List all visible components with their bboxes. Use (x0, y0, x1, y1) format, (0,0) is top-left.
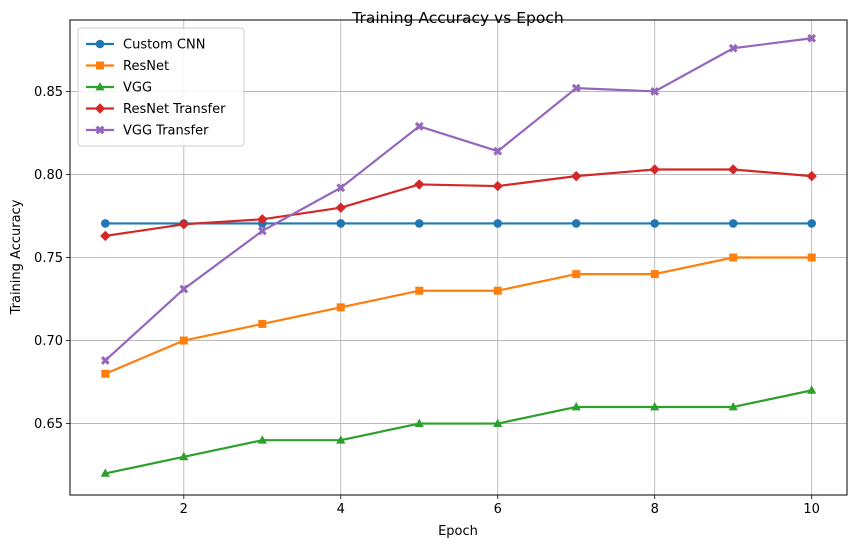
data-point-custom-cnn (336, 219, 346, 228)
data-point-vgg (650, 401, 660, 411)
data-point-vgg (807, 385, 817, 394)
data-point-resnet-transfer (257, 214, 268, 225)
data-point-custom-cnn (101, 219, 110, 228)
data-point-custom-cnn (571, 219, 581, 228)
data-point-vgg-transfer (257, 226, 267, 236)
data-point-custom-cnn (650, 219, 660, 228)
legend-label: VGG (123, 81, 152, 96)
data-point-vgg-transfer (650, 87, 660, 96)
data-point-resnet (258, 319, 267, 328)
data-point-resnet-transfer (727, 164, 739, 175)
y-tick-label: 0.70 (34, 334, 63, 349)
data-point-resnet-transfer (414, 179, 425, 190)
x-axis-label: Epoch (438, 524, 478, 539)
data-point-resnet-transfer (100, 230, 111, 242)
data-point-resnet (336, 303, 345, 312)
data-point-vgg-transfer (728, 43, 738, 53)
legend: Custom CNN ResNet VGG ResNet Transfer VGG Tr… (77, 27, 245, 147)
legend-marker (96, 61, 104, 70)
data-point-resnet (807, 253, 816, 262)
data-point-resnet (729, 253, 738, 262)
x-tick-label: 4 (337, 502, 345, 517)
data-point-vgg (100, 468, 110, 477)
legend-marker (94, 103, 106, 114)
data-point-resnet-transfer (806, 170, 817, 182)
data-point-custom-cnn (493, 219, 503, 228)
series-line-resnet (104, 256, 812, 375)
y-tick-label: 0.65 (34, 417, 63, 432)
data-point-resnet-transfer (492, 180, 503, 192)
data-point-custom-cnn (728, 219, 738, 228)
data-point-resnet (415, 286, 424, 295)
data-point-resnet-transfer (178, 219, 190, 230)
series-line-vgg (105, 389, 812, 475)
legend-label: ResNet Transfer (123, 102, 226, 117)
data-point-vgg-transfer (807, 33, 817, 43)
y-tick-label: 0.85 (34, 85, 63, 100)
data-point-vgg (414, 418, 424, 427)
data-point-vgg-transfer (336, 183, 346, 193)
legend-item-vgg-transfer: VGG Transfer (86, 124, 209, 139)
data-point-vgg-transfer (571, 83, 581, 93)
data-point-vgg (493, 418, 503, 427)
legend-label: ResNet (123, 59, 169, 74)
legend-item-vgg: VGG (86, 81, 152, 96)
data-point-vgg (336, 435, 346, 444)
y-axis-label: Training Accuracy (9, 199, 24, 315)
legend-item-resnet-transfer: ResNet Transfer (86, 102, 226, 117)
y-tick-label: 0.80 (34, 168, 63, 183)
x-tick-label: 6 (494, 502, 502, 517)
data-point-vgg-transfer (493, 146, 503, 156)
ticks: 2 4 6 8 10 0.65 0.70 0.75 0.80 0.85 (34, 85, 820, 517)
legend-marker (95, 125, 105, 135)
data-point-resnet (572, 270, 581, 279)
x-tick-label: 2 (180, 502, 188, 517)
series-vgg (100, 385, 817, 477)
data-point-resnet (493, 286, 502, 295)
legend-label: Custom CNN (123, 38, 205, 53)
data-point-resnet-transfer (335, 202, 346, 213)
data-point-vgg-transfer (179, 284, 189, 294)
y-tick-label: 0.75 (34, 251, 63, 266)
data-point-custom-cnn (807, 219, 816, 228)
data-point-resnet (650, 270, 659, 279)
series-vgg-transfer (100, 33, 817, 365)
legend-item-resnet: ResNet (86, 59, 169, 74)
series-line-vgg-transfer (104, 37, 812, 362)
data-point-resnet (179, 336, 188, 345)
legend-label: VGG Transfer (123, 124, 209, 139)
x-tick-label: 8 (651, 502, 659, 517)
chart-title: Training Accuracy vs Epoch (351, 9, 563, 27)
x-tick-label: 10 (803, 502, 820, 517)
data-point-custom-cnn (414, 219, 424, 228)
series-resnet-transfer (100, 164, 817, 242)
data-point-vgg (571, 401, 581, 411)
series-line-resnet-transfer (105, 168, 812, 237)
data-point-resnet-transfer (571, 170, 582, 182)
data-point-resnet (101, 369, 110, 378)
legend-box (77, 27, 245, 147)
series-resnet (101, 253, 816, 378)
data-point-vgg-transfer (100, 356, 110, 365)
data-point-resnet-transfer (649, 164, 660, 175)
data-point-vgg (179, 451, 189, 461)
data-point-vgg (728, 401, 738, 411)
legend-marker (95, 82, 105, 91)
legend-marker (95, 39, 105, 49)
data-point-vgg (257, 435, 267, 444)
data-point-vgg-transfer (414, 121, 424, 131)
legend-item-custom-cnn: Custom CNN (86, 38, 205, 53)
series-group (100, 33, 817, 477)
